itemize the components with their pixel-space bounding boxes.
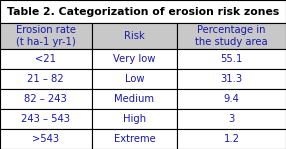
Bar (92, 23, 177, 49)
Text: Low: Low (125, 74, 144, 84)
Bar (0, 89, 92, 109)
Text: Very low: Very low (113, 54, 156, 64)
Text: 1.2: 1.2 (224, 134, 240, 144)
Bar (0, 23, 92, 49)
Bar (0, 0, 286, 23)
Text: Table 2. Categorization of erosion risk zones: Table 2. Categorization of erosion risk … (7, 7, 279, 17)
Text: Percentage in
the study area: Percentage in the study area (195, 25, 268, 47)
Text: 243 – 543: 243 – 543 (21, 114, 70, 124)
Text: <21: <21 (35, 54, 56, 64)
Bar (0, 49, 92, 69)
Bar (92, 69, 177, 89)
Text: 55.1: 55.1 (221, 54, 243, 64)
Bar (177, 109, 286, 129)
Bar (177, 49, 286, 69)
Text: 21 – 82: 21 – 82 (27, 74, 64, 84)
Bar (177, 89, 286, 109)
Bar (177, 23, 286, 49)
Text: 31.3: 31.3 (221, 74, 243, 84)
Bar (92, 129, 177, 149)
Bar (92, 49, 177, 69)
Text: Erosion rate
(t ha-1 yr-1): Erosion rate (t ha-1 yr-1) (16, 25, 76, 47)
Bar (92, 109, 177, 129)
Text: 9.4: 9.4 (224, 94, 240, 104)
Bar (92, 89, 177, 109)
Bar (177, 129, 286, 149)
Text: Risk: Risk (124, 31, 145, 41)
Text: 3: 3 (229, 114, 235, 124)
Bar (0, 109, 92, 129)
Text: Extreme: Extreme (114, 134, 155, 144)
Bar (0, 69, 92, 89)
Text: >543: >543 (32, 134, 59, 144)
Text: Medium: Medium (114, 94, 154, 104)
Text: High: High (123, 114, 146, 124)
Text: 82 – 243: 82 – 243 (24, 94, 67, 104)
Bar (177, 69, 286, 89)
Bar (0, 129, 92, 149)
